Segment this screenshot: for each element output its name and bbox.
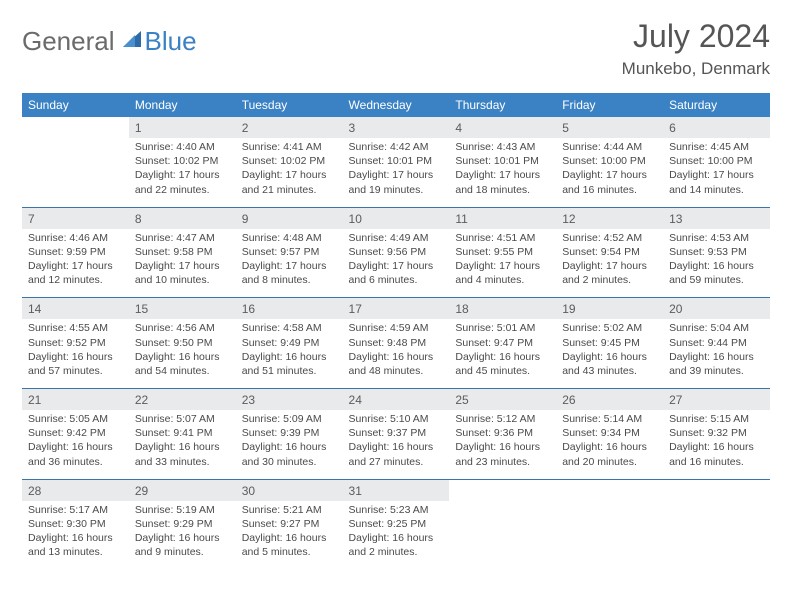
- day-detail-cell: Sunrise: 4:53 AMSunset: 9:53 PMDaylight:…: [663, 229, 770, 298]
- day-number-cell: 13: [663, 208, 770, 229]
- day-number-cell: 18: [449, 298, 556, 319]
- day-detail-cell: Sunrise: 4:46 AMSunset: 9:59 PMDaylight:…: [22, 229, 129, 298]
- day-number-cell: 27: [663, 389, 770, 410]
- day-number-cell: 12: [556, 208, 663, 229]
- day-detail-cell: Sunrise: 4:47 AMSunset: 9:58 PMDaylight:…: [129, 229, 236, 298]
- day-number-cell: [663, 480, 770, 501]
- day-number-cell: 23: [236, 389, 343, 410]
- day-number-cell: 1: [129, 117, 236, 138]
- day-detail-cell: Sunrise: 4:55 AMSunset: 9:52 PMDaylight:…: [22, 319, 129, 388]
- day-detail-cell: Sunrise: 5:12 AMSunset: 9:36 PMDaylight:…: [449, 410, 556, 479]
- day-number-cell: 11: [449, 208, 556, 229]
- header: General Blue July 2024 Munkebo, Denmark: [22, 18, 770, 79]
- day-detail-cell: Sunrise: 5:02 AMSunset: 9:45 PMDaylight:…: [556, 319, 663, 388]
- day-detail-cell: Sunrise: 4:43 AMSunset: 10:01 PMDaylight…: [449, 138, 556, 207]
- logo-text-general: General: [22, 26, 115, 57]
- day-number-cell: 17: [343, 298, 450, 319]
- day-number-cell: 2: [236, 117, 343, 138]
- day-detail-cell: Sunrise: 5:07 AMSunset: 9:41 PMDaylight:…: [129, 410, 236, 479]
- logo: General Blue: [22, 18, 197, 57]
- day-number-cell: 20: [663, 298, 770, 319]
- day-detail-cell: Sunrise: 5:14 AMSunset: 9:34 PMDaylight:…: [556, 410, 663, 479]
- day-number-cell: 21: [22, 389, 129, 410]
- day-number-cell: 24: [343, 389, 450, 410]
- day-number-cell: 19: [556, 298, 663, 319]
- sail-icon: [121, 29, 143, 54]
- day-detail-cell: Sunrise: 4:56 AMSunset: 9:50 PMDaylight:…: [129, 319, 236, 388]
- weekday-header: Friday: [556, 93, 663, 117]
- day-detail-cell: Sunrise: 4:58 AMSunset: 9:49 PMDaylight:…: [236, 319, 343, 388]
- title-block: July 2024 Munkebo, Denmark: [622, 18, 770, 79]
- day-detail-cell: Sunrise: 4:44 AMSunset: 10:00 PMDaylight…: [556, 138, 663, 207]
- day-number-cell: 25: [449, 389, 556, 410]
- weekday-header: Tuesday: [236, 93, 343, 117]
- day-detail-cell: Sunrise: 4:42 AMSunset: 10:01 PMDaylight…: [343, 138, 450, 207]
- day-detail-cell: Sunrise: 4:40 AMSunset: 10:02 PMDaylight…: [129, 138, 236, 207]
- day-number-cell: 28: [22, 480, 129, 501]
- day-number-cell: 26: [556, 389, 663, 410]
- weekday-header: Wednesday: [343, 93, 450, 117]
- day-number-cell: 14: [22, 298, 129, 319]
- day-detail-cell: [22, 138, 129, 207]
- day-number-cell: 6: [663, 117, 770, 138]
- day-number-cell: [22, 117, 129, 138]
- day-number-cell: [556, 480, 663, 501]
- day-number-cell: 3: [343, 117, 450, 138]
- day-detail-cell: Sunrise: 4:51 AMSunset: 9:55 PMDaylight:…: [449, 229, 556, 298]
- day-detail-cell: [449, 501, 556, 570]
- weekday-header: Thursday: [449, 93, 556, 117]
- day-detail-cell: Sunrise: 4:45 AMSunset: 10:00 PMDaylight…: [663, 138, 770, 207]
- day-number-cell: 16: [236, 298, 343, 319]
- day-number-cell: [449, 480, 556, 501]
- day-detail-cell: Sunrise: 5:15 AMSunset: 9:32 PMDaylight:…: [663, 410, 770, 479]
- day-detail-cell: Sunrise: 5:17 AMSunset: 9:30 PMDaylight:…: [22, 501, 129, 570]
- day-number-cell: 10: [343, 208, 450, 229]
- day-detail-cell: Sunrise: 5:09 AMSunset: 9:39 PMDaylight:…: [236, 410, 343, 479]
- day-detail-cell: Sunrise: 4:48 AMSunset: 9:57 PMDaylight:…: [236, 229, 343, 298]
- day-number-cell: 30: [236, 480, 343, 501]
- day-detail-cell: Sunrise: 4:49 AMSunset: 9:56 PMDaylight:…: [343, 229, 450, 298]
- day-number-cell: 9: [236, 208, 343, 229]
- day-detail-cell: Sunrise: 5:10 AMSunset: 9:37 PMDaylight:…: [343, 410, 450, 479]
- day-detail-cell: Sunrise: 5:05 AMSunset: 9:42 PMDaylight:…: [22, 410, 129, 479]
- day-detail-cell: Sunrise: 5:21 AMSunset: 9:27 PMDaylight:…: [236, 501, 343, 570]
- location: Munkebo, Denmark: [622, 59, 770, 79]
- day-number-cell: 22: [129, 389, 236, 410]
- day-detail-cell: Sunrise: 4:59 AMSunset: 9:48 PMDaylight:…: [343, 319, 450, 388]
- day-detail-cell: Sunrise: 4:52 AMSunset: 9:54 PMDaylight:…: [556, 229, 663, 298]
- day-number-cell: 7: [22, 208, 129, 229]
- month-title: July 2024: [622, 18, 770, 55]
- day-detail-cell: [556, 501, 663, 570]
- weekday-header: Monday: [129, 93, 236, 117]
- day-number-cell: 5: [556, 117, 663, 138]
- day-detail-cell: Sunrise: 4:41 AMSunset: 10:02 PMDaylight…: [236, 138, 343, 207]
- day-number-cell: 29: [129, 480, 236, 501]
- logo-text-blue: Blue: [145, 26, 197, 57]
- day-number-cell: 15: [129, 298, 236, 319]
- day-detail-cell: Sunrise: 5:04 AMSunset: 9:44 PMDaylight:…: [663, 319, 770, 388]
- day-detail-cell: Sunrise: 5:01 AMSunset: 9:47 PMDaylight:…: [449, 319, 556, 388]
- day-detail-cell: [663, 501, 770, 570]
- day-detail-cell: Sunrise: 5:19 AMSunset: 9:29 PMDaylight:…: [129, 501, 236, 570]
- day-number-cell: 31: [343, 480, 450, 501]
- day-number-cell: 8: [129, 208, 236, 229]
- weekday-header: Sunday: [22, 93, 129, 117]
- calendar-table: SundayMondayTuesdayWednesdayThursdayFrid…: [22, 93, 770, 569]
- day-detail-cell: Sunrise: 5:23 AMSunset: 9:25 PMDaylight:…: [343, 501, 450, 570]
- weekday-header: Saturday: [663, 93, 770, 117]
- day-number-cell: 4: [449, 117, 556, 138]
